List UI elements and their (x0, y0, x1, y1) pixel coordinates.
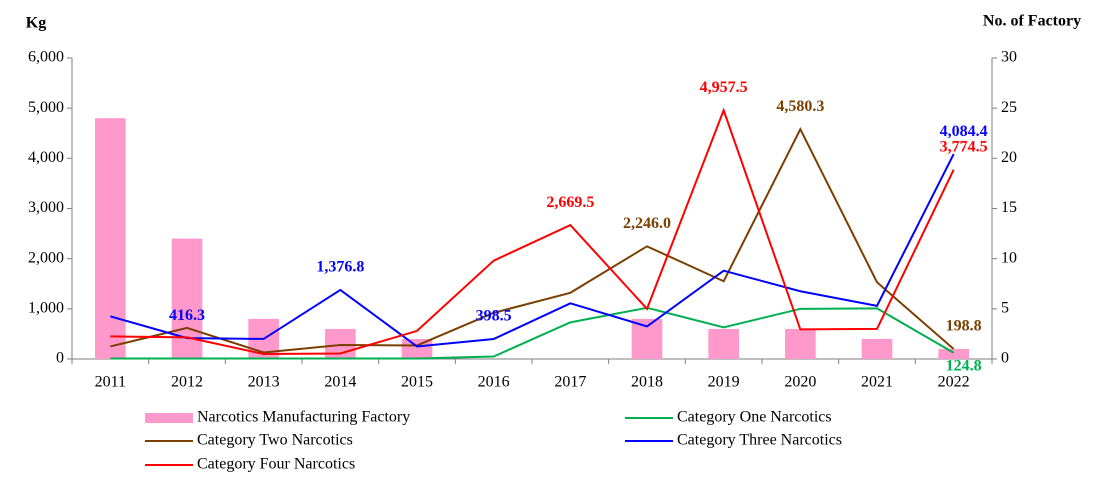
bar (95, 118, 126, 359)
legend-label: Category One Narcotics (677, 409, 832, 426)
line-series (110, 107, 955, 355)
x-tick-label: 2016 (478, 374, 510, 391)
data-label: 198.8 (946, 318, 982, 335)
legend-label: Narcotics Manufacturing Factory (197, 409, 410, 426)
y2-tick-label: 5 (1001, 300, 1009, 317)
data-label: 2,669.5 (546, 194, 594, 211)
x-tick-label: 2018 (631, 374, 663, 391)
x-tick-label: 2017 (554, 374, 586, 391)
data-label: 4,957.5 (700, 79, 748, 96)
bar (171, 238, 203, 359)
bar (861, 338, 893, 359)
y2-tick-label: 20 (1001, 149, 1017, 166)
y-tick-label: 5,000 (28, 99, 64, 116)
legend-label: Category Three Narcotics (677, 432, 842, 449)
bar (708, 328, 739, 359)
y2-tick-label: 30 (1001, 49, 1017, 66)
bar (938, 348, 969, 359)
data-label: 416.3 (169, 307, 205, 324)
x-tick-label: 2011 (95, 374, 126, 391)
y2-tick-label: 10 (1001, 249, 1017, 266)
legend-label: Category Four Narcotics (197, 456, 355, 473)
y2-axis-title: No. of Factory (983, 13, 1081, 30)
bar (785, 328, 816, 359)
x-tick-label: 2019 (708, 374, 740, 391)
legend-label: Category Two Narcotics (197, 432, 353, 449)
data-label: 4,580.3 (776, 98, 824, 115)
line-series (110, 306, 955, 360)
data-label: 2,246.0 (623, 215, 671, 232)
y2-tick-label: 25 (1001, 99, 1017, 116)
x-tick-label: 2013 (248, 374, 280, 391)
y-tick-label: 6,000 (28, 49, 64, 66)
bar (401, 338, 433, 359)
y-tick-label: 3,000 (28, 199, 64, 216)
x-tick-label: 2022 (938, 374, 970, 391)
y-tick-label: 4,000 (28, 149, 64, 166)
y-tick-label: 2,000 (28, 249, 64, 266)
line-series (110, 153, 955, 348)
x-tick-label: 2021 (861, 374, 893, 391)
y-axis-title: Kg (26, 15, 46, 32)
bar (631, 318, 663, 359)
y-tick-label: 1,000 (28, 300, 64, 317)
line-series (110, 126, 955, 354)
x-tick-label: 2014 (324, 374, 356, 391)
y2-tick-label: 15 (1001, 199, 1017, 216)
data-label: 4,084.4 (940, 123, 988, 140)
data-label: 1,376.8 (316, 259, 364, 276)
x-tick-label: 2020 (784, 374, 816, 391)
x-tick-label: 2015 (401, 374, 433, 391)
y2-tick-label: 0 (1001, 350, 1009, 367)
data-label: 3,774.5 (940, 138, 988, 155)
legend-swatch (145, 413, 193, 423)
y-tick-label: 0 (56, 350, 64, 367)
data-label: 124.8 (946, 357, 982, 374)
data-label: 398.5 (476, 308, 512, 325)
x-tick-label: 2012 (171, 374, 203, 391)
